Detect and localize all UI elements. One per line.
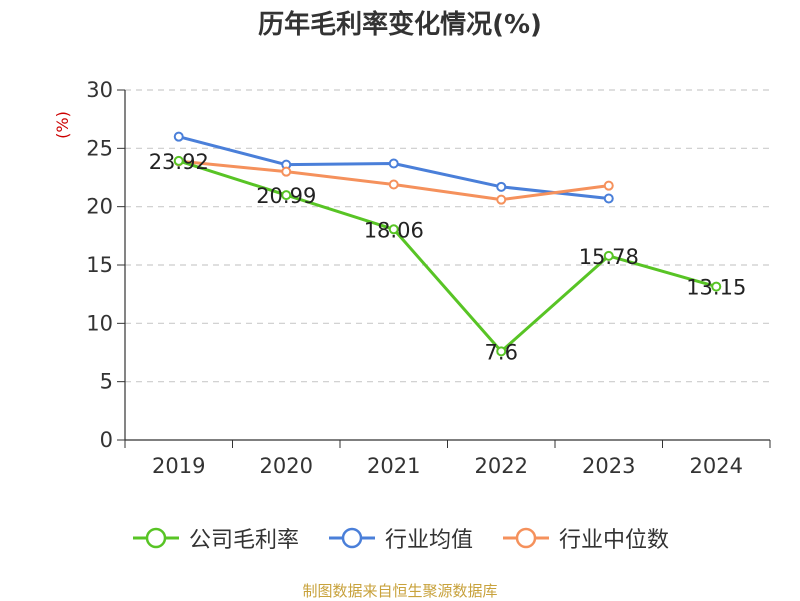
data-point xyxy=(388,158,399,169)
x-tick-label: 2024 xyxy=(690,454,743,478)
y-tick-label: 30 xyxy=(86,78,113,102)
data-label: 23.92 xyxy=(149,150,209,174)
data-point xyxy=(496,194,507,205)
legend-item[interactable]: 行业中位数 xyxy=(501,522,669,554)
y-tick-label: 20 xyxy=(86,195,113,219)
data-label: 7.6 xyxy=(485,340,518,364)
x-tick-label: 2019 xyxy=(152,454,205,478)
legend-marker-icon xyxy=(503,527,549,549)
data-label: 18.06 xyxy=(364,218,424,242)
x-tick-label: 2022 xyxy=(475,454,528,478)
line-chart: 0 5 10 15 20 25 30 (%) 2019 2020 2021 2022 2023 2024 2… xyxy=(53,78,771,478)
chart-title: 历年毛利率变化情况(%) xyxy=(258,10,542,40)
data-point xyxy=(281,166,292,177)
x-tick-label: 2020 xyxy=(260,454,313,478)
data-point xyxy=(496,346,507,357)
legend-item[interactable]: 行业均值 xyxy=(327,522,473,554)
data-point xyxy=(388,179,399,190)
y-tick-label: 15 xyxy=(86,253,113,277)
legend-label: 公司毛利率 xyxy=(188,528,299,553)
data-label: 20.99 xyxy=(256,184,316,208)
y-axis-label: (%) xyxy=(53,111,72,139)
data-label: 15.78 xyxy=(579,245,639,269)
series-line xyxy=(178,159,717,353)
chart-legend: 公司毛利率 行业均值 行业中位数 xyxy=(0,522,800,554)
data-point xyxy=(496,181,507,192)
data-label: 13.15 xyxy=(686,276,746,300)
data-point xyxy=(173,131,184,142)
legend-label: 行业中位数 xyxy=(559,528,670,553)
x-tick-label: 2023 xyxy=(582,454,635,478)
data-point xyxy=(603,193,614,204)
data-point xyxy=(603,180,614,191)
legend-label: 行业均值 xyxy=(384,528,473,553)
y-tick-label: 5 xyxy=(100,370,113,394)
legend-marker-icon xyxy=(328,527,375,549)
legend-item[interactable]: 公司毛利率 xyxy=(131,522,299,554)
y-tick-label: 25 xyxy=(86,136,113,160)
data-point xyxy=(711,281,722,292)
data-point xyxy=(603,250,614,261)
y-tick-label: 0 xyxy=(100,428,113,452)
x-tick-label: 2021 xyxy=(367,454,420,478)
source-note: 制图数据来自恒生聚源数据库 xyxy=(302,582,498,600)
data-point xyxy=(388,224,399,235)
legend-marker-icon xyxy=(132,527,179,549)
data-point xyxy=(173,155,184,166)
y-tick-label: 10 xyxy=(86,311,113,335)
data-point xyxy=(281,190,292,201)
